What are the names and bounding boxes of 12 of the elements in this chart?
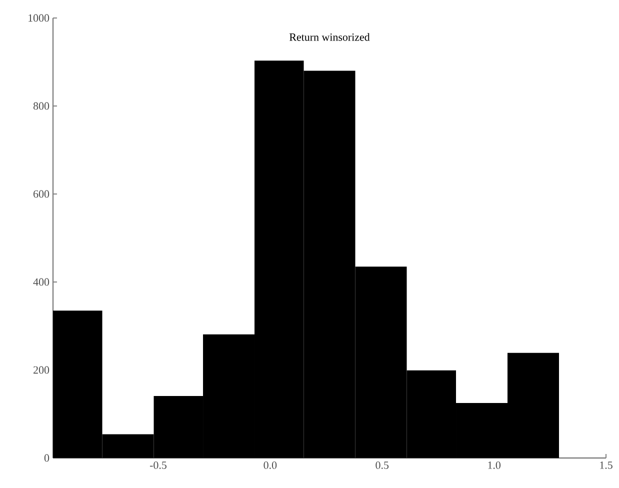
y-tick-label: 1000: [28, 14, 50, 22]
x-tick-label: 0.5: [376, 462, 389, 469]
y-tick-label: 600: [34, 190, 50, 198]
y-tick-label: 200: [34, 366, 50, 374]
y-tick-label: 800: [33, 102, 50, 110]
x-tick-label: 0.0: [264, 462, 277, 469]
y-tick-label: 0: [44, 454, 50, 462]
x-tick-label: 1.0: [488, 462, 500, 469]
y-tick-label: 400: [33, 278, 50, 286]
x-tick-label: -0.5: [150, 462, 166, 469]
text: Return winsorized: [289, 33, 370, 41]
x-tick-label: 1.5: [600, 462, 612, 469]
